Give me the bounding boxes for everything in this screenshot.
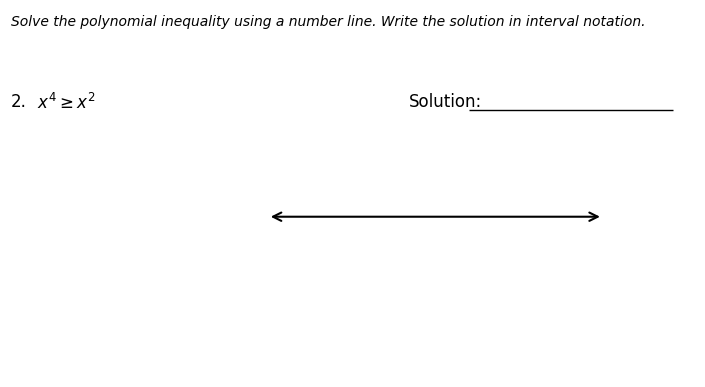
Text: $x^4 \geq x^2$: $x^4 \geq x^2$ [37, 93, 96, 113]
Text: 2.: 2. [11, 93, 27, 111]
Text: Solution:: Solution: [409, 93, 482, 111]
Text: Solve the polynomial inequality using a number line. Write the solution in inter: Solve the polynomial inequality using a … [11, 15, 645, 29]
